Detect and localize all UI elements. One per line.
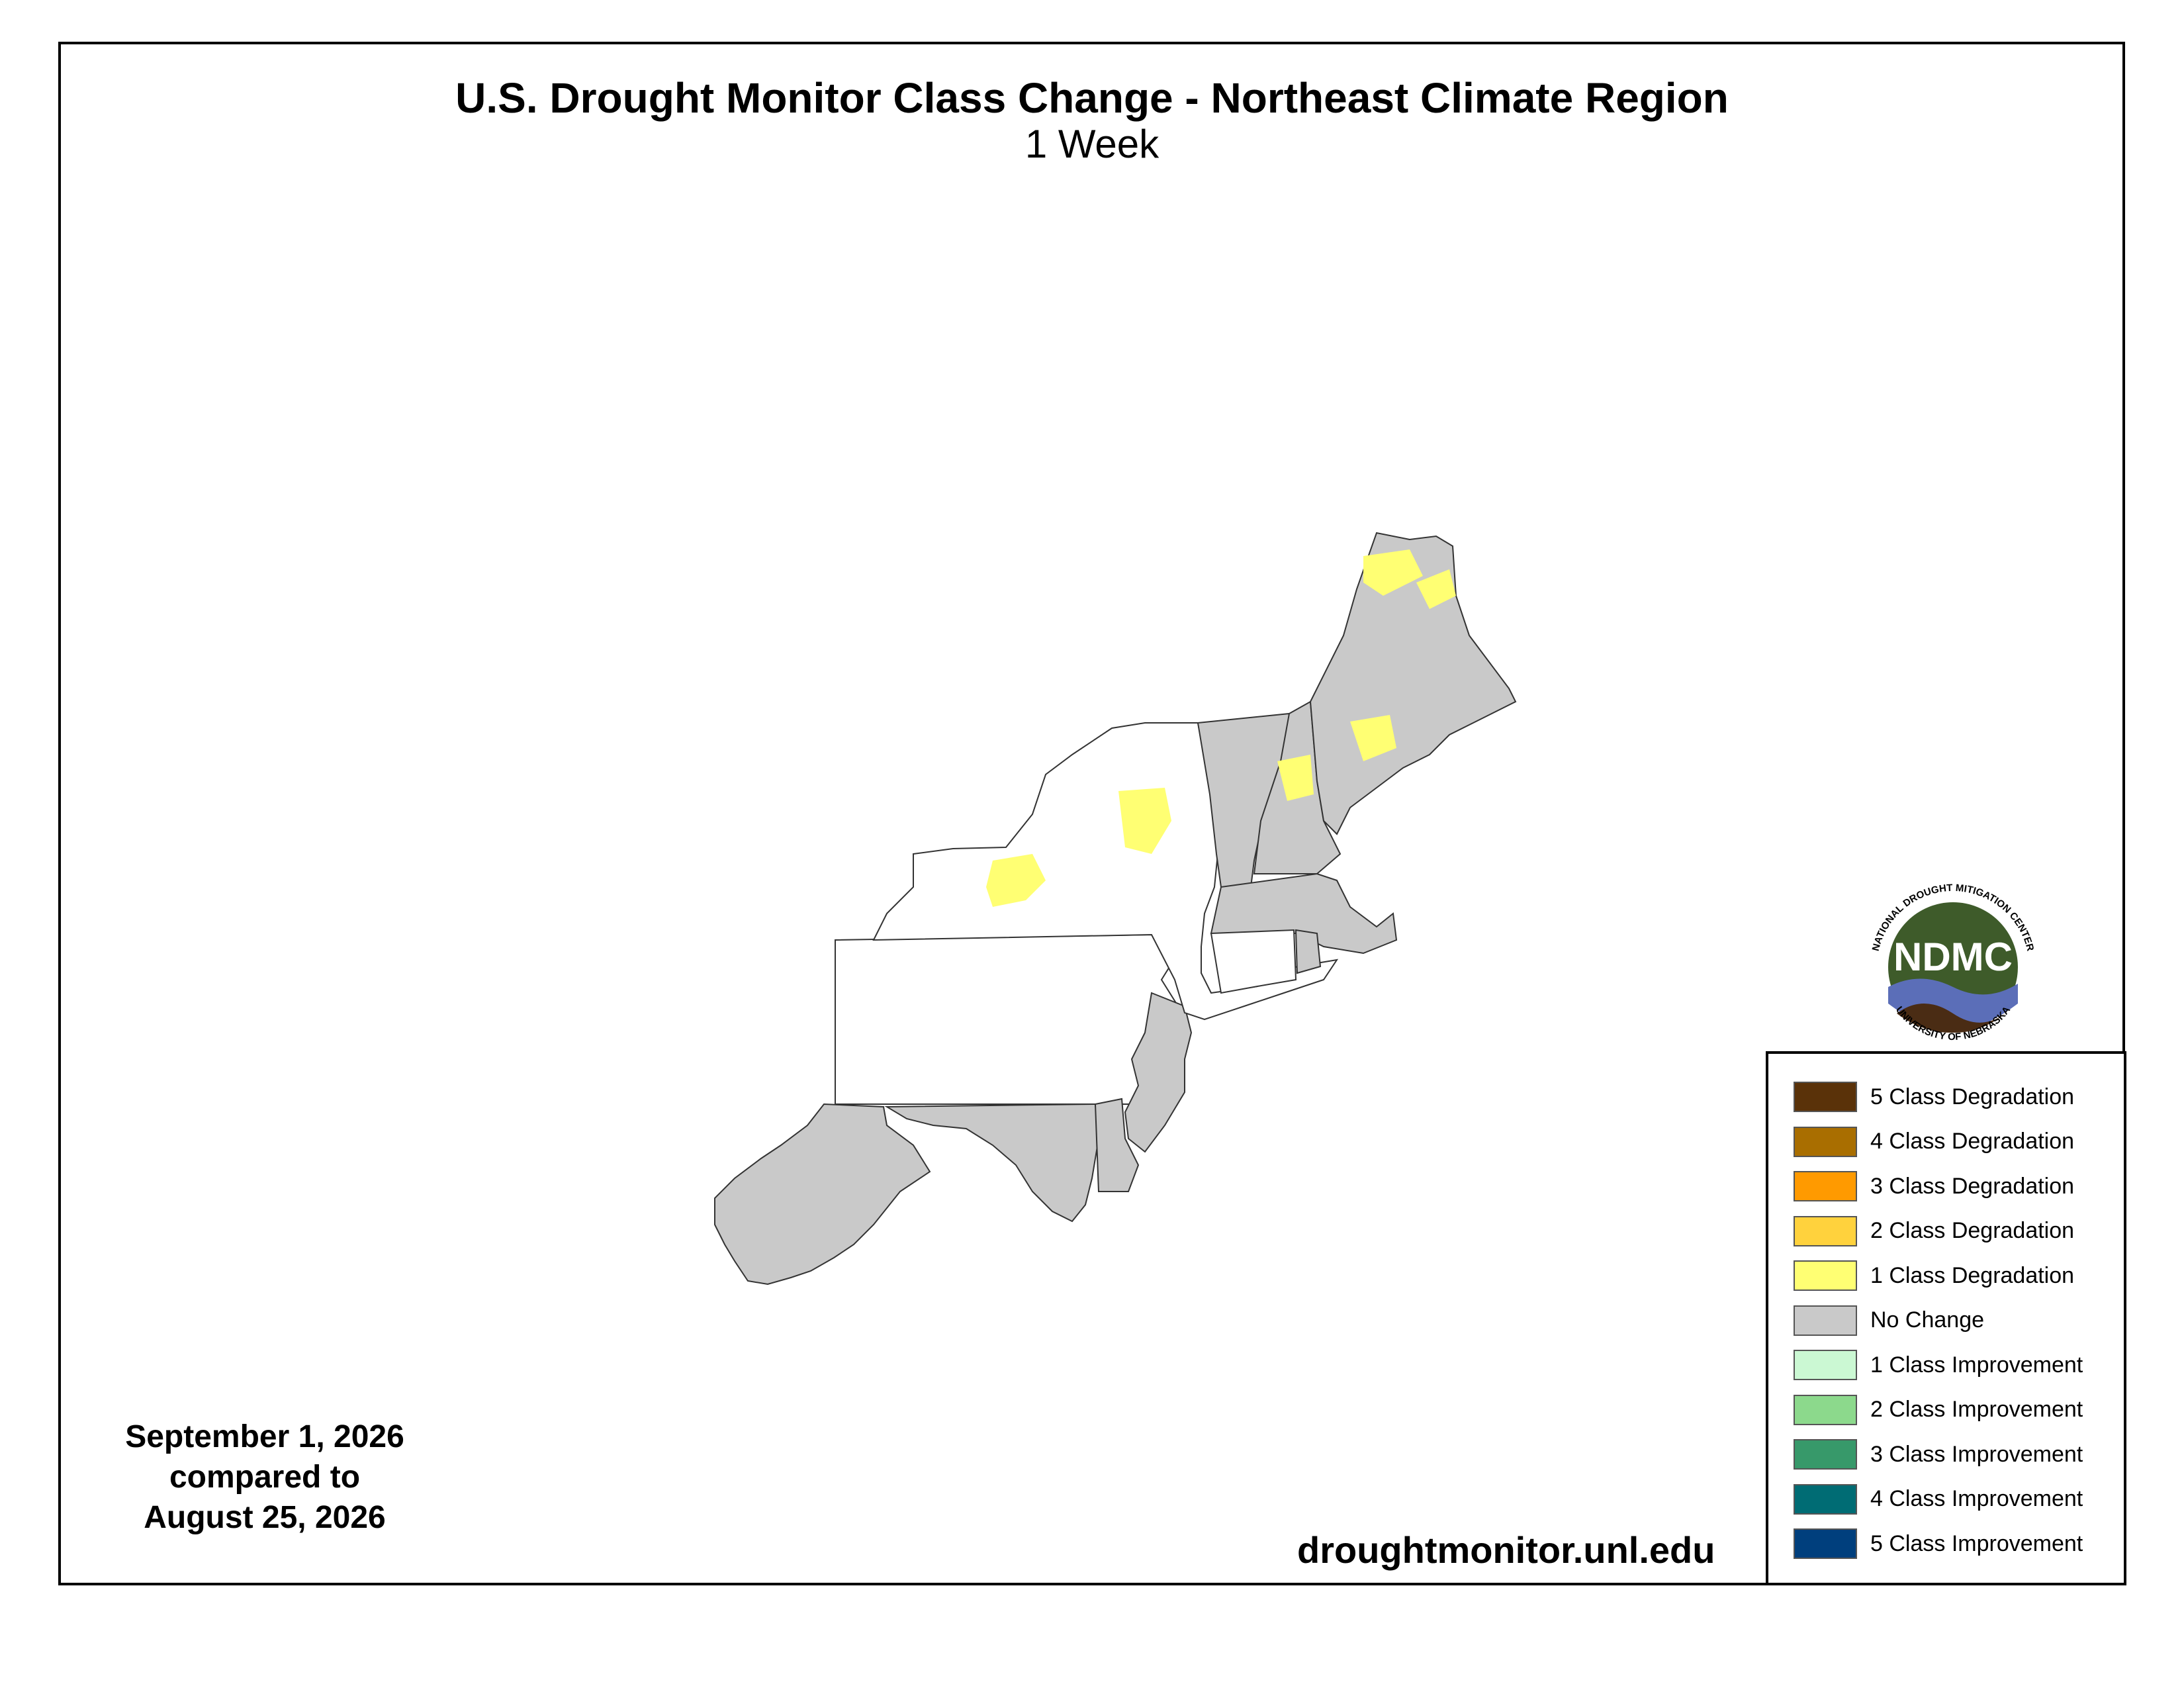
legend-label: 5 Class Degradation (1870, 1084, 2075, 1109)
legend-item: 1 Class Degradation (1794, 1259, 2074, 1292)
legend-label: 5 Class Improvement (1870, 1530, 2083, 1556)
state-delaware (1094, 1098, 1140, 1192)
state-pennsylvania (835, 933, 1179, 1105)
state-connecticut (1210, 929, 1297, 994)
legend-swatch (1794, 1082, 1857, 1112)
logo-initials: NDMC (1893, 935, 2013, 979)
date-block: September 1, 2026 compared to August 25,… (93, 1417, 437, 1538)
legend-label: 1 Class Degradation (1870, 1262, 2075, 1288)
legend-item: 5 Class Degradation (1794, 1080, 2074, 1113)
legend-swatch (1794, 1528, 1857, 1559)
patch-ny-north (1118, 788, 1171, 854)
legend-swatch (1794, 1483, 1857, 1515)
date-previous: August 25, 2026 (144, 1500, 386, 1535)
legend-swatch (1794, 1171, 1857, 1201)
legend-swatch (1794, 1215, 1857, 1246)
legend-label: No Change (1870, 1307, 1985, 1333)
ndmc-logo: NDMC NATIONAL DROUGHT MITIGATION CENTER … (1870, 882, 2036, 1043)
legend-label: 1 Class Improvement (1870, 1352, 2083, 1378)
legend-item: 2 Class Improvement (1794, 1393, 2083, 1427)
legend-swatch (1794, 1394, 1857, 1425)
legend-item: 1 Class Improvement (1794, 1348, 2083, 1382)
legend-swatch (1794, 1350, 1857, 1380)
state-rhode-island (1295, 929, 1322, 974)
legend-label: 3 Class Degradation (1870, 1173, 2075, 1199)
date-current: September 1, 2026 (125, 1419, 404, 1454)
legend-swatch (1794, 1126, 1857, 1157)
legend-swatch (1794, 1305, 1857, 1336)
legend-label: 4 Class Improvement (1870, 1486, 2083, 1511)
date-compare-label: compared to (169, 1460, 361, 1495)
legend-label: 4 Class Degradation (1870, 1129, 2075, 1154)
legend-item: 2 Class Degradation (1794, 1215, 2074, 1248)
map-subtitle: 1 Week (1024, 122, 1160, 166)
legend-swatch (1794, 1260, 1857, 1291)
legend-item: 5 Class Improvement (1794, 1527, 2083, 1560)
patch-me-south (1350, 715, 1396, 761)
state-new-york (872, 722, 1339, 1021)
legend-label: 2 Class Degradation (1870, 1218, 2075, 1243)
patch-ny-west (986, 854, 1046, 907)
degradation-patches (986, 549, 1456, 907)
legend-swatch (1794, 1439, 1857, 1470)
legend-item: 3 Class Improvement (1794, 1438, 2083, 1471)
legend-item: 4 Class Degradation (1794, 1125, 2074, 1158)
patch-me-mid (1416, 569, 1456, 609)
legend-label: 3 Class Improvement (1870, 1441, 2083, 1467)
patch-me-north (1363, 549, 1423, 596)
map-frame (58, 42, 2125, 1585)
state-west-virginia (714, 1103, 931, 1286)
state-maine (1309, 532, 1517, 835)
legend-label: 2 Class Improvement (1870, 1397, 2083, 1422)
legend: 5 Class Degradation 4 Class Degradation 3 … (1766, 1051, 2126, 1585)
state-new-jersey (1124, 992, 1193, 1153)
legend-item: 3 Class Degradation (1794, 1170, 2074, 1203)
legend-item: 4 Class Improvement (1794, 1483, 2083, 1516)
website-link[interactable]: droughtmonitor.unl.edu (1297, 1529, 1715, 1571)
legend-item: No Change (1794, 1304, 1984, 1337)
map-title: U.S. Drought Monitor Class Change - Nort… (455, 74, 1729, 122)
patch-nh-mid (1277, 755, 1314, 801)
